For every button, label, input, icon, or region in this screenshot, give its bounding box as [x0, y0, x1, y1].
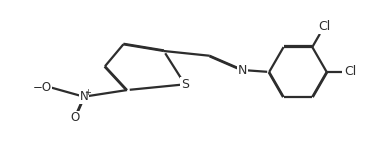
- Text: −O: −O: [32, 81, 52, 94]
- Text: O: O: [70, 111, 79, 124]
- Text: N: N: [79, 90, 88, 103]
- Text: N: N: [238, 64, 248, 77]
- Text: Cl: Cl: [318, 20, 330, 33]
- Text: +: +: [85, 88, 91, 97]
- Text: S: S: [181, 78, 189, 91]
- Text: Cl: Cl: [344, 65, 357, 78]
